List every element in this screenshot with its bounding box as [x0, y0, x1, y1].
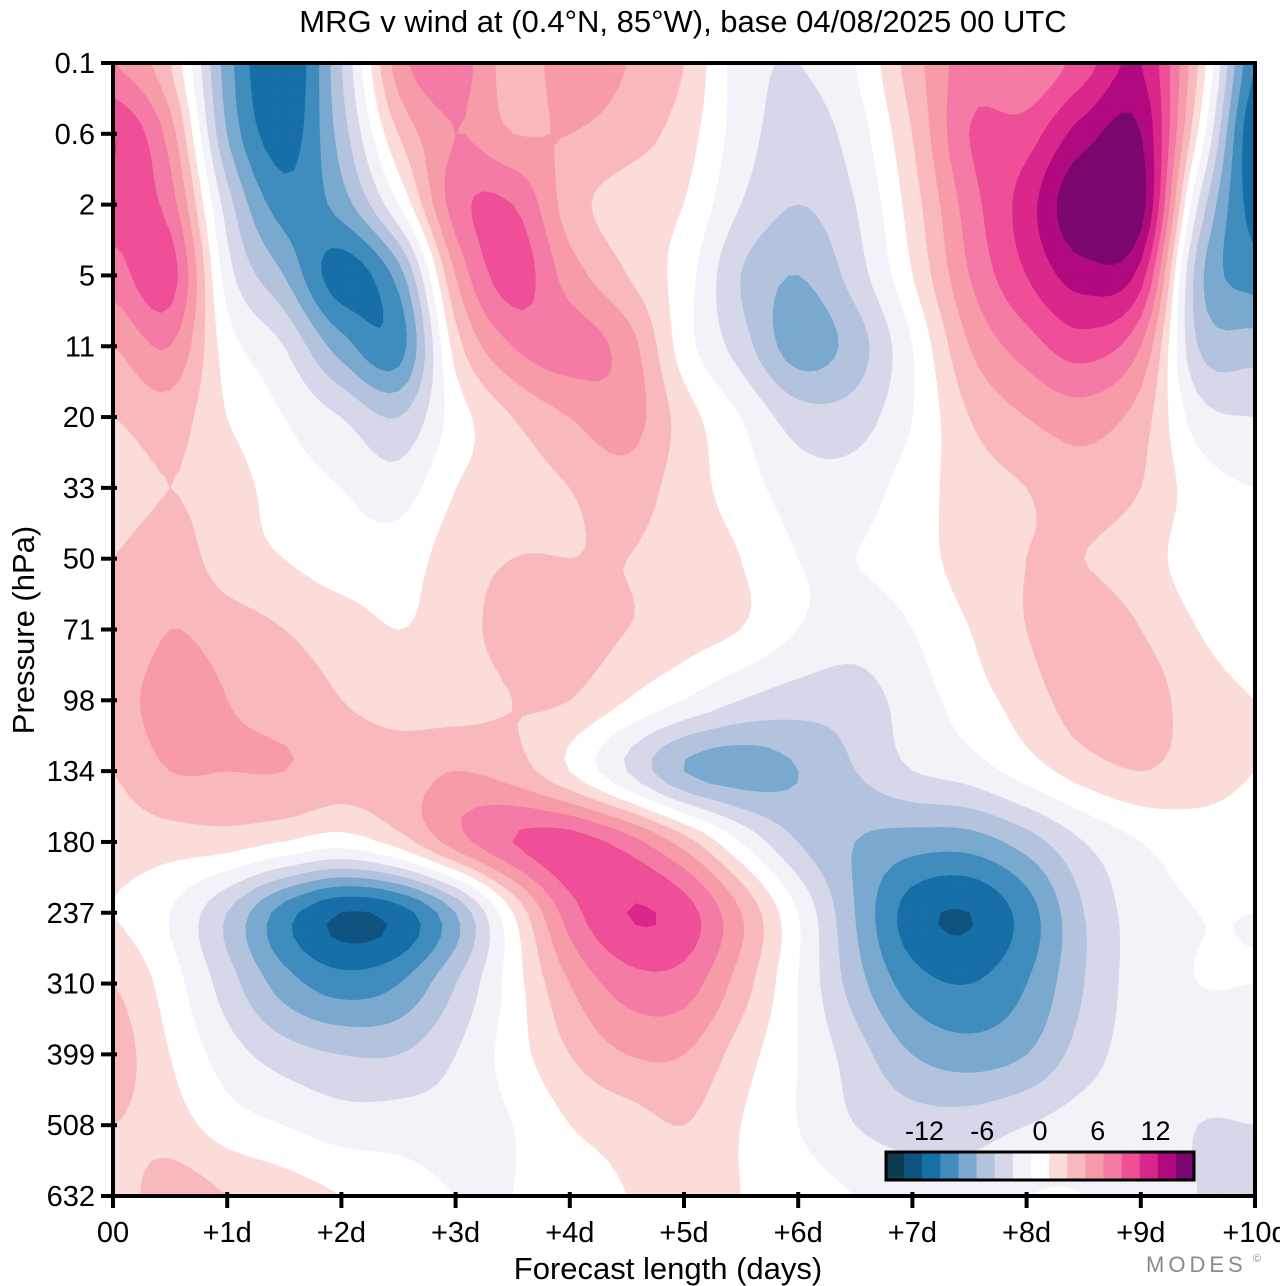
x-tick-label: +4d [545, 1217, 594, 1249]
x-tick-label: +10d [1222, 1217, 1280, 1249]
y-tick-label: 71 [63, 615, 95, 647]
colorbar-swatch [1103, 1152, 1123, 1180]
x-tick-label: +5d [659, 1217, 708, 1249]
y-tick-label: 310 [47, 969, 95, 1001]
colorbar-swatch [922, 1152, 941, 1180]
x-tick-label: +9d [1116, 1217, 1165, 1249]
colorbar-swatch [1175, 1152, 1195, 1180]
y-tick-label: 632 [47, 1181, 95, 1213]
colorbar-tick-label: -12 [905, 1116, 944, 1146]
colorbar-tick-label: 12 [1140, 1116, 1170, 1146]
colorbar-tick-label: -6 [970, 1116, 994, 1146]
y-tick-label: 0.6 [55, 119, 95, 151]
colorbar-swatch [1067, 1152, 1086, 1180]
x-tick-label: +3d [431, 1217, 480, 1249]
y-tick-label: 5 [79, 260, 95, 292]
page-title: MRG v wind at (0.4°N, 85°W), base 04/08/… [299, 4, 1066, 39]
y-tick-label: 134 [47, 756, 95, 788]
y-tick-label: 180 [47, 827, 95, 859]
y-tick-label: 20 [63, 402, 95, 434]
x-tick-label: 00 [97, 1217, 129, 1249]
watermark-label: MODES [1146, 1252, 1247, 1277]
x-tick-label: +8d [1002, 1217, 1051, 1249]
y-tick-label: 399 [47, 1039, 95, 1071]
y-tick-label: 0.1 [55, 48, 95, 80]
x-axis: 00 +1d +2d +3d +4d +5d +6d +7d +8d +9d +10d [97, 1192, 1280, 1249]
modes-watermark: MODES © [1146, 1252, 1261, 1277]
x-axis-label: Forecast length (days) [514, 1251, 822, 1286]
x-tick-label: +1d [203, 1217, 252, 1249]
colorbar-swatch [958, 1152, 978, 1180]
colorbar-legend: -12 -6 0 6 12 [884, 1116, 1196, 1182]
colorbar-tick-label: 6 [1090, 1116, 1105, 1146]
y-tick-label: 11 [65, 331, 95, 363]
y-tick-label: 33 [63, 473, 95, 505]
y-axis: 0.1 0.6 2 5 11 20 33 50 71 98 134 180 237 310 399 508 63… [47, 48, 117, 1213]
colorbar-swatch [940, 1152, 960, 1180]
plot-frame [111, 61, 1257, 1198]
colorbar-swatch [1049, 1152, 1068, 1180]
contour-band-positive-16 [1083, 160, 1135, 234]
colorbar-swatch [904, 1152, 923, 1180]
colorbar-frame [884, 1150, 1196, 1182]
colorbar-swatch [1139, 1152, 1159, 1180]
x-tick-label: +7d [888, 1217, 937, 1249]
colorbar-swatch [1012, 1152, 1032, 1180]
colorbar-swatch [886, 1152, 905, 1180]
colorbar-swatch [1085, 1152, 1105, 1180]
y-tick-label: 508 [47, 1110, 95, 1142]
colorbar-swatch [1030, 1152, 1050, 1180]
colorbar-swatch [1157, 1152, 1177, 1180]
colorbar-swatch [976, 1152, 996, 1180]
x-tick-label: +2d [317, 1217, 366, 1249]
x-tick-label: +6d [774, 1217, 823, 1249]
y-axis-label: Pressure (hPa) [6, 526, 41, 734]
colorbar-tick-label: 0 [1032, 1116, 1047, 1146]
y-tick-label: 2 [79, 190, 95, 222]
y-tick-label: 50 [63, 544, 95, 576]
watermark-copyright-icon: © [1253, 1253, 1261, 1265]
colorbar-swatch [1121, 1152, 1141, 1180]
y-tick-label: 98 [63, 685, 95, 717]
colorbar-swatch [994, 1152, 1014, 1180]
y-tick-label: 237 [47, 898, 95, 930]
contour-plot-area [113, 63, 1255, 1196]
